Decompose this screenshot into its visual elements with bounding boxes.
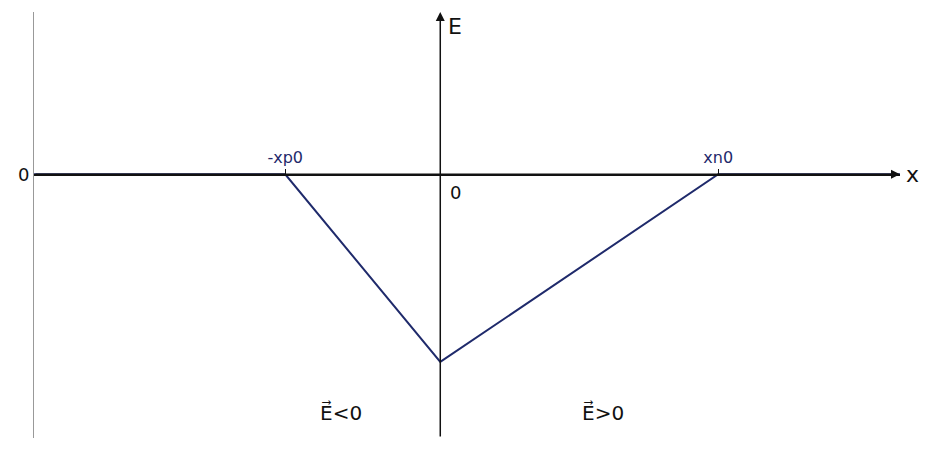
svg-text:E: E	[448, 14, 462, 39]
svg-text:x: x	[906, 162, 919, 187]
svg-text:E⃗>0: E⃗>0	[582, 400, 624, 425]
svg-text:0: 0	[18, 164, 29, 185]
svg-text:0: 0	[450, 182, 461, 203]
svg-text:-xp0: -xp0	[267, 148, 303, 167]
svg-text:xn0: xn0	[703, 148, 733, 167]
svg-text:E⃗<0: E⃗<0	[320, 400, 362, 425]
